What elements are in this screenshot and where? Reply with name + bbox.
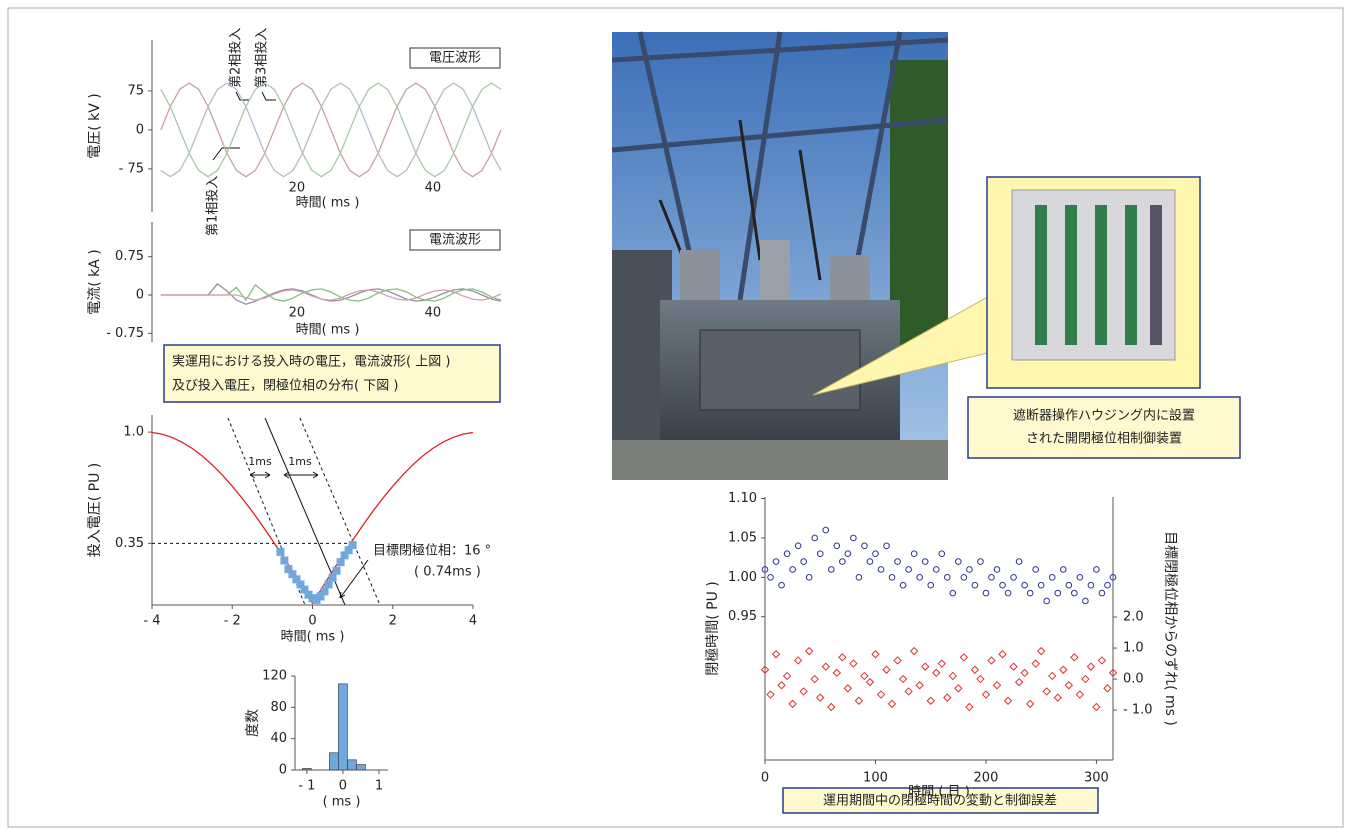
- note-text: 実運用における投入時の電圧，電流波形( 上図 ): [172, 354, 450, 370]
- y-tick-label: 1.10: [728, 491, 757, 506]
- y-axis-label: 電圧( kV ): [87, 93, 103, 159]
- annotation: 第1相投入: [205, 176, 221, 236]
- x-tick-label: 300: [1084, 771, 1109, 786]
- y-axis-label: 度数: [245, 709, 261, 737]
- bar: [356, 765, 365, 770]
- y-tick-label: 0.35: [115, 536, 144, 551]
- bar: [347, 760, 356, 770]
- x-tick-label: - 2: [224, 614, 241, 629]
- y-axis-label: 閉極時間( PU ): [705, 581, 721, 676]
- x-tick-label: 100: [863, 771, 888, 786]
- point: [276, 548, 284, 556]
- x-tick-label: 40: [425, 306, 442, 321]
- y2-tick-label: 2.0: [1123, 610, 1144, 625]
- annotation: ( 0.74ms ): [414, 565, 481, 580]
- x-axis-label: ( ms ): [323, 795, 361, 810]
- x-tick-label: 40: [425, 181, 442, 196]
- x-tick-label: 0: [308, 614, 316, 629]
- annotation: 1ms: [288, 455, 312, 468]
- annotation: 目標閉極位相：16 °: [373, 543, 491, 559]
- x-tick-label: 20: [289, 181, 306, 196]
- y-tick-label: 75: [127, 83, 144, 98]
- y2-tick-label: 0.0: [1123, 672, 1144, 687]
- point: [325, 580, 333, 588]
- annotation: 第2相投入: [228, 28, 244, 88]
- x-axis-label: 時間( ms ): [296, 323, 360, 338]
- x-tick-label: 0: [339, 779, 347, 794]
- x-tick-label: 4: [469, 614, 477, 629]
- y-tick-label: 80: [270, 700, 287, 715]
- y-tick-label: 0: [279, 763, 287, 778]
- point: [349, 541, 357, 549]
- chart-title: 電流波形: [429, 233, 481, 248]
- y-tick-label: 0.95: [728, 609, 757, 624]
- point: [333, 567, 341, 575]
- y2-axis-label: 目標閉極位相からのずれ( ms ): [1162, 531, 1178, 726]
- y-tick-label: 0: [136, 288, 144, 303]
- figure: 遮断器操作ハウジング内に設置 された開閉極位相制御装置 実運用における投入時の電…: [0, 0, 1351, 835]
- y-tick-label: 120: [262, 669, 287, 684]
- callout-text: 遮断器操作ハウジング内に設置: [1013, 408, 1195, 424]
- x-tick-label: 200: [974, 771, 999, 786]
- y-tick-label: 40: [270, 731, 287, 746]
- annotation: 第3相投入: [254, 28, 270, 88]
- x-tick-label: 20: [289, 306, 306, 321]
- y2-tick-label: 1.0: [1123, 641, 1144, 656]
- x-axis-label: 時間( ms ): [296, 196, 360, 211]
- note-text: 及び投入電圧，閉極位相の分布( 下図 ): [172, 378, 398, 394]
- y2-tick-label: - 1.0: [1123, 703, 1153, 718]
- callout-text: された開閉極位相制御装置: [1026, 431, 1182, 447]
- y-tick-label: 0: [136, 122, 144, 137]
- x-axis-label: 時間 ( 日 ): [908, 785, 970, 800]
- y-tick-label: 1.05: [728, 530, 757, 545]
- y-tick-label: 1.00: [728, 570, 757, 585]
- y-tick-label: - 75: [119, 161, 144, 176]
- x-axis-label: 時間( ms ): [281, 630, 345, 645]
- bar: [329, 753, 338, 770]
- annotation: 1ms: [248, 455, 272, 468]
- y-axis-label: 電流( kA ): [87, 249, 103, 315]
- x-tick-label: - 4: [143, 614, 160, 629]
- x-tick-label: 2: [389, 614, 397, 629]
- x-tick-label: - 1: [298, 779, 315, 794]
- x-tick-label: 0: [761, 771, 769, 786]
- point: [321, 587, 329, 595]
- y-tick-label: - 0.75: [106, 326, 144, 341]
- point: [329, 574, 337, 582]
- point: [280, 556, 288, 564]
- y-axis-label: 投入電圧( PU ): [87, 463, 103, 558]
- x-tick-label: 1: [375, 779, 383, 794]
- callout-label-box: [968, 397, 1240, 458]
- y-tick-label: 0.75: [115, 249, 144, 264]
- bar: [302, 768, 311, 770]
- device-image: [1012, 190, 1175, 360]
- point: [337, 558, 345, 566]
- photo: [612, 32, 948, 480]
- bar: [338, 684, 347, 770]
- chart-title: 電圧波形: [429, 51, 481, 66]
- y-tick-label: 1.0: [123, 425, 144, 440]
